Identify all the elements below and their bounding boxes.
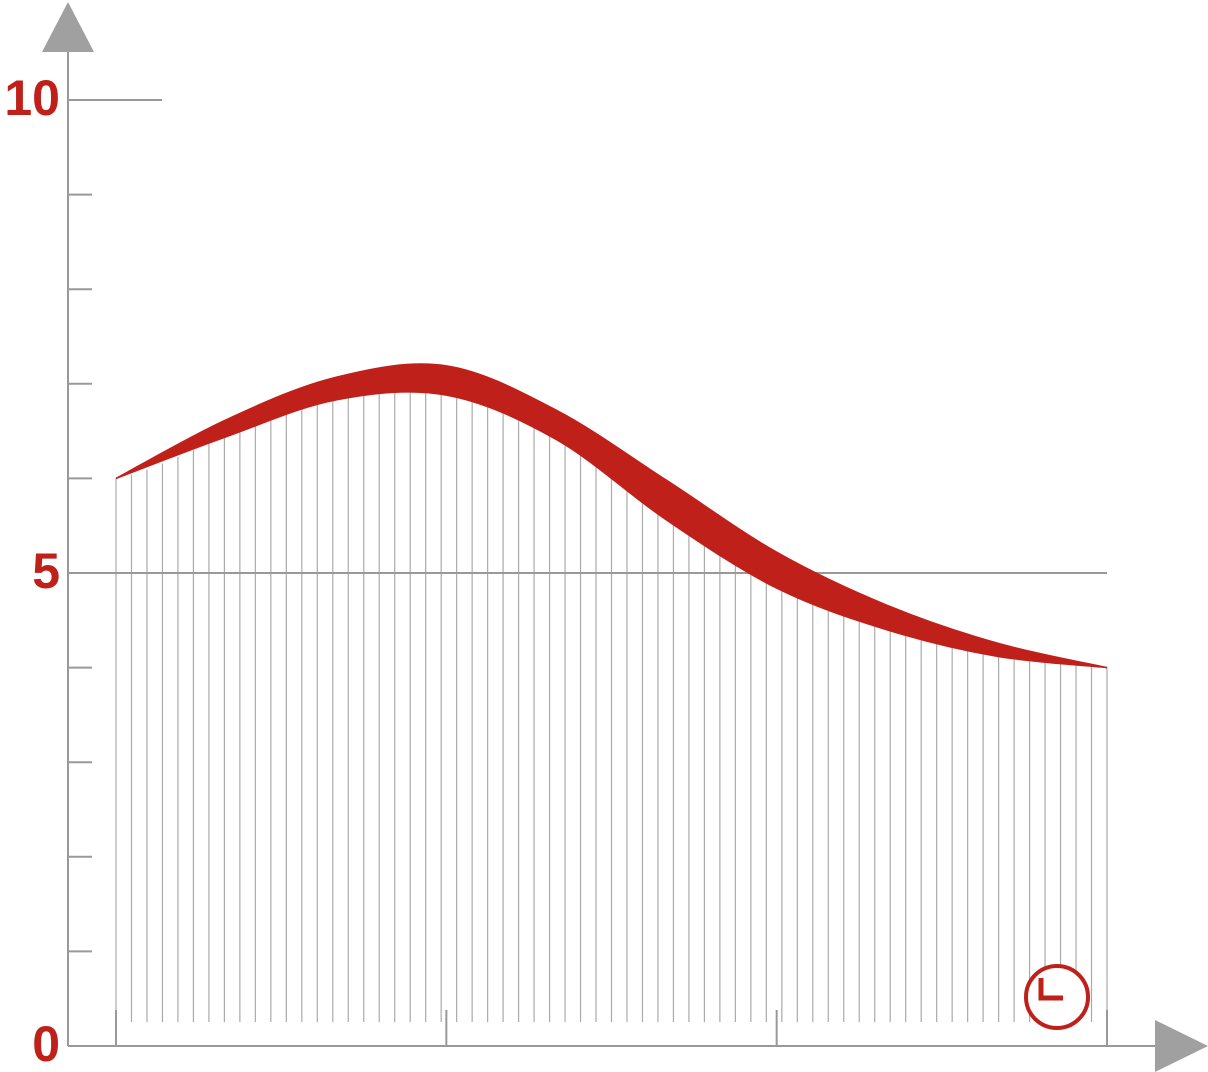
y-axis-arrow bbox=[42, 2, 94, 52]
hatch-layer bbox=[115, 391, 1108, 1022]
clock-icon bbox=[1024, 964, 1090, 1030]
y-tick-label: 10 bbox=[4, 70, 60, 126]
y-tick-label: 0 bbox=[32, 1016, 60, 1072]
clock-hands bbox=[1038, 978, 1063, 1001]
x-axis-arrow bbox=[1155, 1020, 1208, 1072]
y-tick-label: 5 bbox=[32, 543, 60, 599]
band-edge bbox=[115, 391, 1108, 669]
band-edge bbox=[115, 363, 1108, 669]
